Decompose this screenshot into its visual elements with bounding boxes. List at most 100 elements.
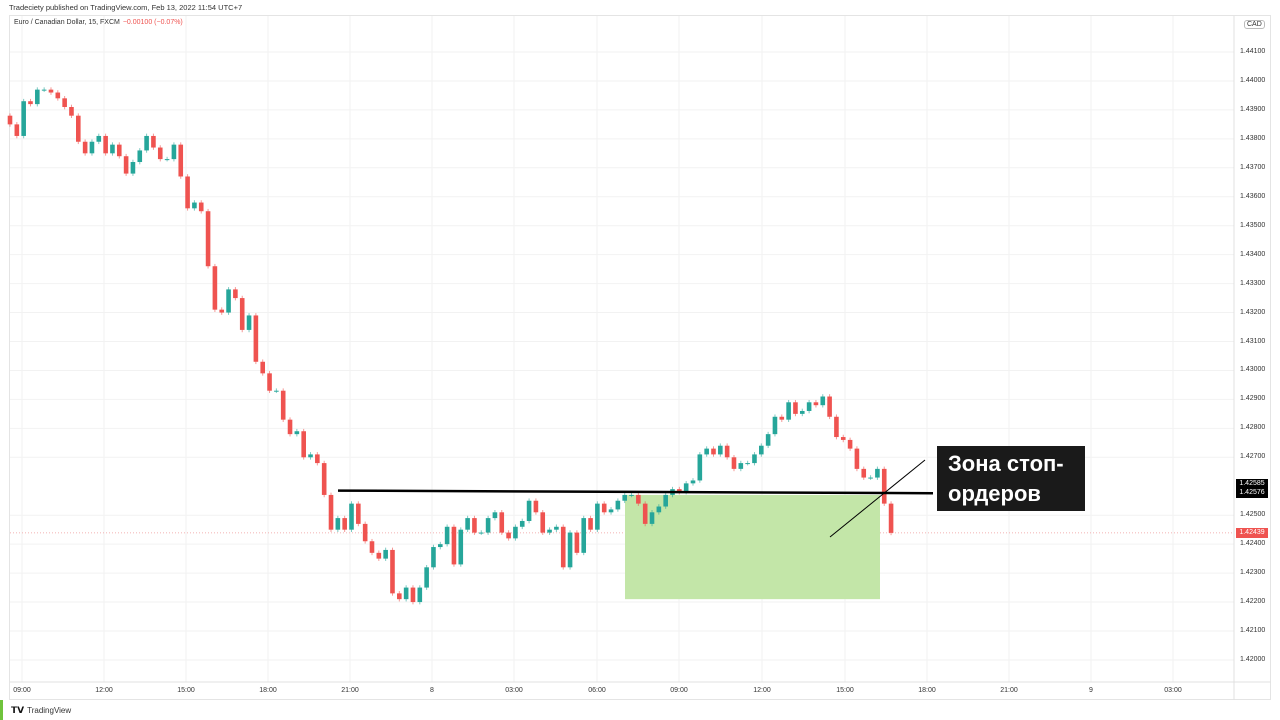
price-tick-label: 1.43800: [1240, 134, 1266, 142]
candle-body: [642, 503, 648, 524]
price-tick-label: 1.42900: [1240, 395, 1266, 403]
candle-body: [629, 494, 634, 496]
candle-body: [704, 448, 709, 455]
horizontal-level-line: [337, 489, 934, 495]
candle-body: [369, 541, 375, 553]
candle-body: [588, 518, 593, 530]
candle-body: [253, 315, 259, 362]
candle-body: [711, 448, 716, 455]
candle-body: [335, 518, 341, 530]
price-tick-label: 1.42800: [1240, 424, 1266, 432]
candle-body: [506, 532, 511, 539]
candle-body: [806, 402, 812, 411]
candle-body: [321, 463, 327, 495]
candle-body: [198, 202, 204, 212]
symbol-legend: Euro / Canadian Dollar, 15, FXCM −0.00100…: [14, 19, 183, 26]
candle-body: [116, 144, 122, 157]
candle-body: [772, 416, 778, 435]
time-tick-label: 9: [1089, 687, 1093, 694]
candle-body: [178, 144, 184, 177]
candle-body: [35, 89, 40, 105]
candle-body: [478, 532, 484, 534]
candle-body: [69, 107, 74, 116]
candle-body: [677, 489, 682, 493]
accent-bar: [0, 700, 3, 720]
candle-body: [485, 518, 491, 533]
candle-body: [656, 506, 662, 513]
price-tick-label: 1.43600: [1240, 192, 1266, 200]
currency-badge[interactable]: CAD: [1244, 20, 1265, 29]
candle-body: [875, 468, 880, 478]
tradingview-logo[interactable]: 𝗧𝗩 TradingView: [11, 705, 71, 716]
candle-body: [847, 439, 853, 449]
candle-body: [397, 593, 402, 600]
candle-body: [738, 463, 744, 469]
price-tick-label: 1.44000: [1240, 76, 1266, 84]
time-tick-label: 18:00: [918, 687, 936, 694]
candle-body: [171, 144, 177, 160]
candle-body: [403, 587, 409, 600]
candle-body: [239, 298, 245, 330]
time-tick-label: 15:00: [177, 687, 195, 694]
candle-body: [205, 211, 211, 267]
candle-body: [103, 135, 108, 154]
candle-body: [410, 587, 416, 603]
candle-body: [62, 98, 67, 108]
candle-body: [451, 526, 457, 565]
candle-body: [130, 162, 136, 174]
candle-body: [110, 144, 115, 154]
candle-body: [601, 503, 607, 513]
candle-body: [888, 503, 894, 533]
candle-body: [267, 373, 272, 391]
candle-body: [683, 483, 689, 493]
time-tick-label: 21:00: [1000, 687, 1018, 694]
price-tick-label: 1.43000: [1240, 366, 1266, 374]
time-tick-label: 09:00: [670, 687, 688, 694]
candle-body: [82, 141, 88, 154]
price-tick-label: 1.43100: [1240, 337, 1266, 345]
candle-body: [315, 454, 320, 464]
candle-body: [164, 159, 170, 161]
last-price-badge: 1.42439: [1236, 527, 1268, 538]
candle-body: [287, 419, 293, 435]
price-change: −0.00100 (−0.07%): [122, 19, 183, 26]
candle-body: [472, 518, 477, 533]
candle-body: [55, 92, 61, 99]
time-tick-label: 8: [430, 687, 434, 694]
candle-body: [76, 115, 81, 142]
candle-body: [137, 150, 143, 163]
candle-body: [840, 437, 846, 440]
candle-body: [649, 512, 655, 524]
candle-body: [274, 390, 279, 392]
candle-body: [519, 520, 525, 527]
tv-logo-icon: 𝗧𝗩: [11, 704, 25, 715]
candle-body: [41, 89, 47, 91]
price-tick-label: 1.42400: [1240, 540, 1266, 548]
candle-body: [690, 480, 696, 484]
candle-body: [144, 135, 149, 151]
candle-body: [301, 431, 306, 458]
candle-body: [308, 454, 313, 458]
candle-body: [615, 500, 621, 510]
footer-bar: 𝗧𝗩 TradingView: [0, 700, 1280, 720]
candle-body: [663, 494, 668, 507]
price-tick-label: 1.42500: [1240, 511, 1266, 519]
level-price-badge-high: 1.42585: [1236, 479, 1268, 489]
candle-body: [861, 468, 867, 478]
time-tick-label: 12:00: [95, 687, 113, 694]
time-tick-label: 03:00: [1164, 687, 1182, 694]
chart-frame: [9, 15, 1271, 700]
candle-body: [608, 509, 614, 513]
candle-body: [212, 266, 218, 310]
time-tick-label: 18:00: [259, 687, 277, 694]
candle-body: [820, 396, 826, 406]
price-tick-label: 1.43400: [1240, 250, 1266, 258]
price-tick-label: 1.43700: [1240, 163, 1266, 171]
candle-body: [718, 445, 723, 455]
price-tick-label: 1.42200: [1240, 598, 1266, 606]
candle-body: [513, 526, 518, 539]
time-tick-label: 09:00: [13, 687, 31, 694]
candle-body: [881, 468, 887, 504]
candle-body: [765, 434, 771, 446]
